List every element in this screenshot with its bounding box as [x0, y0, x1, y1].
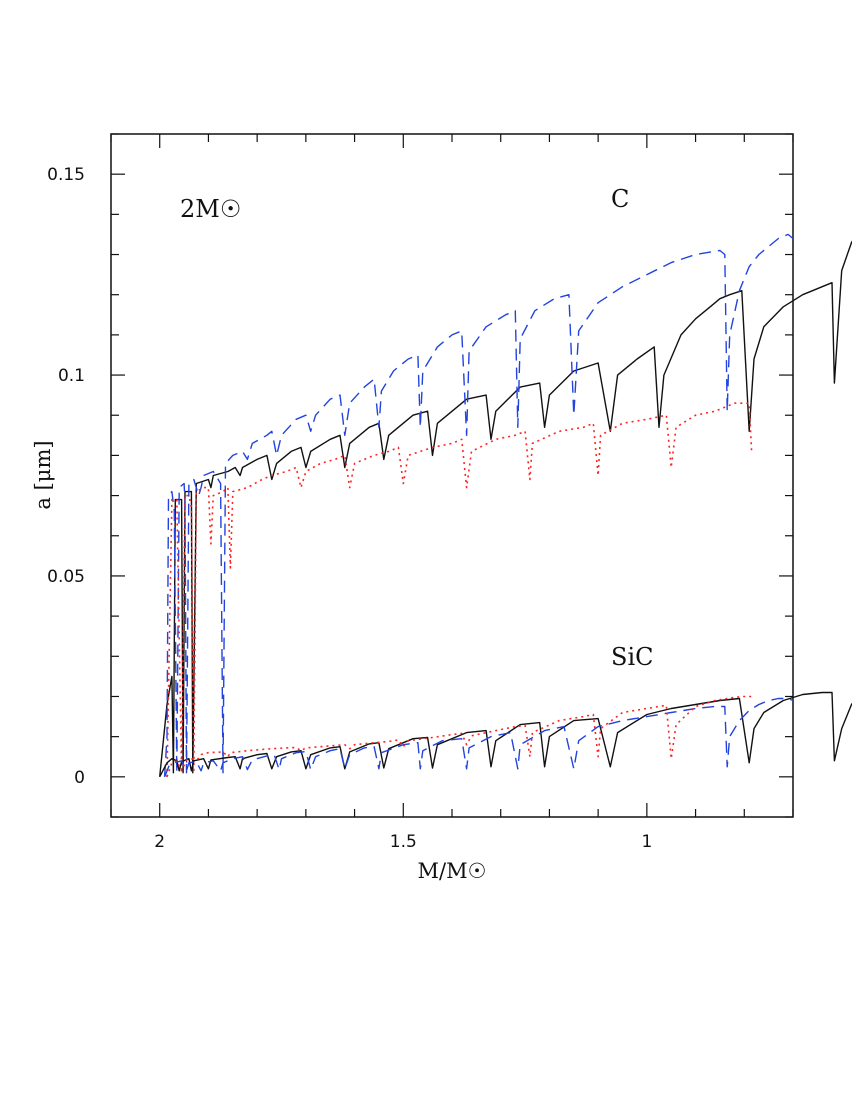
annotation-c: C [611, 185, 629, 213]
annotation-2msun: 2M☉ [180, 195, 241, 223]
series-layer [159, 233, 852, 778]
x-axis-label: M/M☉ [418, 859, 487, 883]
x-tick-label: 1.5 [390, 832, 417, 852]
y-tick-label: 0.15 [47, 165, 85, 185]
series-line-5 [163, 697, 794, 778]
annotation-sic: SiC [611, 643, 653, 671]
labels: M/M☉ a [μm] 2M☉ C SiC [31, 185, 653, 883]
series-line-4 [159, 691, 852, 778]
series-line-2 [163, 233, 794, 777]
series-line-6 [166, 695, 752, 778]
y-tick-label: 0 [74, 768, 85, 788]
y-axis-label: a [μm] [31, 440, 55, 509]
ticks: 2 1.5 1 0 0.05 0.1 0.15 [47, 133, 794, 852]
y-tick-label: 0.05 [47, 567, 85, 587]
y-tick-label: 0.1 [58, 366, 85, 386]
x-tick-label: 1 [641, 832, 652, 852]
series-line-3 [166, 402, 753, 777]
x-tick-label: 2 [154, 832, 165, 852]
series-line-1 [159, 240, 852, 777]
